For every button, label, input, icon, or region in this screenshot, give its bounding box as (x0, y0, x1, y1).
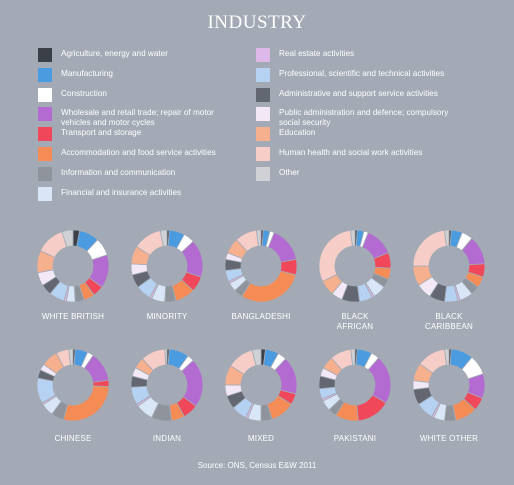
legend-label: Manufacturing (61, 68, 113, 78)
donut-slice (61, 229, 74, 248)
donut-chart (130, 348, 204, 422)
legend-swatch (38, 146, 52, 161)
legend-swatch (38, 186, 52, 201)
legend-swatch (38, 107, 52, 122)
donut-label: CHINESE (54, 434, 92, 443)
donut-label: BLACK AFRICAN (336, 312, 374, 331)
legend-swatch (256, 48, 270, 62)
donut-slice (68, 348, 74, 366)
legend-label: Public administration and defence; compu… (279, 108, 449, 127)
donut-slice (256, 229, 262, 247)
legend-swatch (38, 127, 52, 142)
donut-label: MIXED (247, 434, 275, 443)
legend-label: Agriculture, energy and water (61, 49, 168, 58)
source-note: Source: ONS, Census E&W 2011 (197, 461, 317, 470)
donut-slice (444, 348, 450, 366)
donut-chart (224, 348, 298, 422)
legend-swatch (256, 166, 270, 181)
donut-chart (36, 229, 110, 303)
donut-chart (130, 229, 204, 303)
legend-swatch (38, 48, 52, 62)
legend-label: Human health and social work activities (279, 147, 423, 157)
legend-swatch (256, 87, 270, 102)
legend-label: Information and communication (61, 167, 176, 177)
legend-label: Transport and storage (61, 128, 142, 138)
donut-slice (318, 229, 353, 282)
legend-label: Construction (61, 88, 107, 98)
donut-chart (318, 229, 392, 303)
donut-slice (164, 348, 168, 366)
legend-swatch (256, 67, 270, 82)
donut-chart (412, 348, 486, 422)
donut-slice (251, 348, 262, 367)
donut-slice (159, 229, 168, 247)
donut-label: BANGLADESHI (231, 312, 291, 321)
legend-swatch (38, 87, 52, 102)
donut-slice (444, 229, 450, 247)
donut-label: WHITE OTHER (419, 434, 479, 443)
donut-slice (62, 385, 110, 422)
legend-label: Wholesale and retail trade; repair of mo… (61, 108, 214, 127)
legend-label: Professional, scientific and technical a… (279, 68, 445, 78)
donut-slice (241, 270, 297, 303)
donut-slice (267, 232, 297, 263)
legend-label: Real estate activities (279, 49, 355, 58)
donut-label: MINORITY (146, 312, 188, 321)
chart-title: INDUSTRY (207, 12, 307, 33)
donut-label: BLACK CARIBBEAN (424, 312, 474, 331)
donut-slice (350, 348, 356, 366)
legend-swatch (256, 127, 270, 142)
donut-chart (36, 348, 110, 422)
donut-slice (412, 229, 447, 267)
legend-label: Financial and insurance activities (61, 187, 182, 197)
legend-swatch (256, 146, 270, 161)
donut-label: WHITE BRITISH (41, 312, 105, 321)
donut-chart (318, 348, 392, 422)
donut-label: PAKISTANI (333, 434, 377, 443)
donut-chart (412, 229, 486, 303)
legend-label: Accommodation and food service activitie… (61, 147, 216, 157)
legend-swatch (38, 166, 52, 181)
legend-swatch (256, 107, 270, 122)
legend-label: Other (279, 167, 300, 177)
legend-swatch (38, 67, 52, 82)
legend-label: Administrative and support service activ… (279, 88, 438, 98)
legend-label: Education (279, 128, 316, 138)
donut-chart (224, 229, 298, 303)
donut-label: INDIAN (152, 434, 182, 443)
donut-slice (350, 229, 356, 247)
